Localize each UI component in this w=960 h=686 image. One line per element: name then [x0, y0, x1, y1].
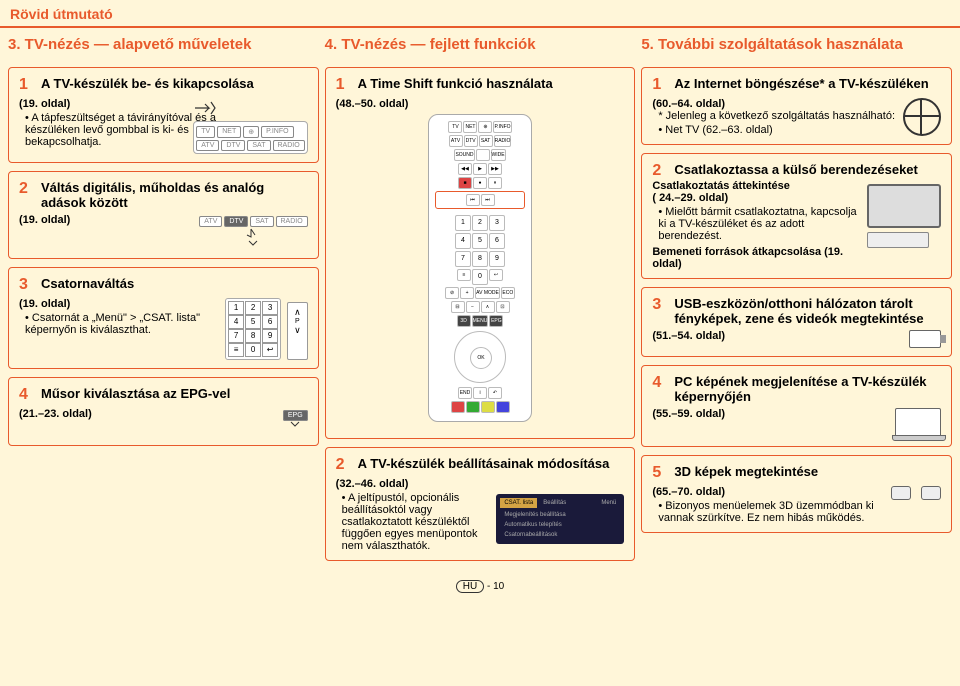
column-2: 4. TV-nézés — fejlett funkciók 1 A Time … — [325, 36, 636, 561]
step-title: A TV-készülék be- és kikapcsolása — [41, 76, 254, 91]
column-1: 3. TV-nézés — alapvető műveletek 1 A TV-… — [8, 36, 319, 561]
step-number: 2 — [652, 162, 666, 180]
step-number: 3 — [19, 276, 33, 294]
page-ref: (55.–59. oldal) — [652, 408, 725, 420]
step-title: A Time Shift funkció használata — [358, 76, 553, 91]
settings-menu-illus: CSAT. listaBeállításMenü Megjelenítés be… — [496, 494, 624, 544]
col1-title: 3. TV-nézés — alapvető műveletek — [8, 36, 319, 53]
bullet-text: Bizonyos menüelemek 3D üzemmódban ki van… — [658, 500, 891, 524]
bullet-text: Mielőtt bármit csatlakoztatna, kapcsolja… — [658, 206, 867, 242]
step-number: 2 — [19, 180, 33, 198]
page-ref: (51.–54. oldal) — [652, 330, 725, 342]
remote-full-illus: TVNET⊕P.INFO ATVDTVSATRADIO SOUNDWIDE ◀◀… — [428, 114, 532, 422]
step-title: Váltás digitális, műholdas és analóg adá… — [41, 180, 308, 210]
column-3: 5. További szolgáltatások használata 1 A… — [641, 36, 952, 561]
device-illus — [867, 184, 941, 248]
page-ref: (60.–64. oldal) — [652, 98, 903, 110]
step-number: 1 — [652, 76, 666, 94]
col2-box1: 1 A Time Shift funkció használata (48.–5… — [325, 67, 636, 439]
col2-box2: 2 A TV-készülék beállításainak módosítás… — [325, 447, 636, 561]
bullet-text: A jeltípustól, opcionális beállításoktól… — [342, 492, 497, 552]
header-divider — [0, 26, 960, 28]
channel-up-down: ∧P∨ — [287, 302, 308, 360]
bullet-text: Net TV (62.–63. oldal) — [658, 124, 903, 136]
page-ref: (19. oldal) — [19, 98, 218, 110]
col2-title: 4. TV-nézés — fejlett funkciók — [325, 36, 636, 53]
main-container: 3. TV-nézés — alapvető műveletek 1 A TV-… — [0, 36, 960, 561]
globe-icon — [903, 98, 941, 136]
step-title: Csatlakoztassa a külső berendezéseket — [674, 162, 918, 177]
epg-illus: EPG — [283, 408, 308, 437]
step-title: PC képének megjelenítése a TV-készülék k… — [674, 374, 941, 404]
col1-box2: 2 Váltás digitális, műholdas és analóg a… — [8, 171, 319, 259]
col1-box4: 4 Műsor kiválasztása az EPG-vel (21.–23.… — [8, 377, 319, 446]
usb-icon — [909, 330, 941, 348]
note-text: * Jelenleg a következő szolgáltatás hasz… — [658, 110, 903, 122]
col3-box3: 3 USB-eszközön/otthoni hálózaton tárolt … — [641, 287, 952, 357]
step-number: 4 — [19, 386, 33, 404]
step-number: 2 — [336, 456, 350, 474]
keypad-illus: 123 456 789 ≡0↩ ∧P∨ — [225, 298, 308, 360]
remote-top-illus: TVNET⊕P.INFO ATVDTVSATRADIO — [218, 98, 308, 154]
col1-box3: 3 Csatornaváltás (19. oldal) Csatornát a… — [8, 267, 319, 369]
col3-title: 5. További szolgáltatások használata — [641, 36, 952, 53]
page-footer: HU - 10 — [0, 581, 960, 592]
page-header: Rövid útmutató — [0, 0, 960, 24]
col3-box2: 2 Csatlakoztassa a külső berendezéseket … — [641, 153, 952, 279]
step-title: Az Internet böngészése* a TV-készüléken — [674, 76, 928, 91]
step-number: 1 — [336, 76, 350, 94]
step-title: Műsor kiválasztása az EPG-vel — [41, 386, 230, 401]
col1-box1: 1 A TV-készülék be- és kikapcsolása (19.… — [8, 67, 319, 163]
laptop-icon — [895, 408, 941, 438]
step-number: 4 — [652, 374, 666, 392]
col3-box4: 4 PC képének megjelenítése a TV-készülék… — [641, 365, 952, 447]
page-ref: (19. oldal) — [19, 298, 225, 310]
subheading: Csatlakoztatás áttekintése — [652, 180, 867, 192]
bullet-text: Csatornát a „Menü" > „CSAT. lista" képer… — [25, 312, 225, 336]
subheading: Bemeneti források átkapcsolása (19. olda… — [652, 246, 867, 270]
step-title: USB-eszközön/otthoni hálózaton tárolt fé… — [674, 296, 941, 326]
page-ref: (48.–50. oldal) — [336, 98, 625, 110]
step-number: 1 — [19, 76, 33, 94]
page-ref: (21.–23. oldal) — [19, 408, 92, 420]
step-title: 3D képek megtekintése — [674, 464, 818, 479]
bullet-text: A tápfeszültséget a távirányítóval és a … — [25, 112, 218, 148]
step-title: A TV-készülék beállításainak módosítása — [358, 456, 610, 471]
step-number: 5 — [652, 464, 666, 482]
page-ref: (32.–46. oldal) — [336, 478, 625, 490]
step-title: Csatornaváltás — [41, 276, 134, 291]
step-number: 3 — [652, 296, 666, 314]
col3-box5: 5 3D képek megtekintése (65.–70. oldal) … — [641, 455, 952, 533]
col3-box1: 1 Az Internet böngészése* a TV-készüléke… — [641, 67, 952, 145]
page-ref: (19. oldal) — [19, 214, 70, 226]
page-ref: (65.–70. oldal) — [652, 486, 891, 498]
source-buttons-illus: ATVDTVSATRADIO — [199, 214, 307, 250]
page-ref: ( 24.–29. oldal) — [652, 192, 867, 204]
glasses-icon — [891, 486, 941, 500]
